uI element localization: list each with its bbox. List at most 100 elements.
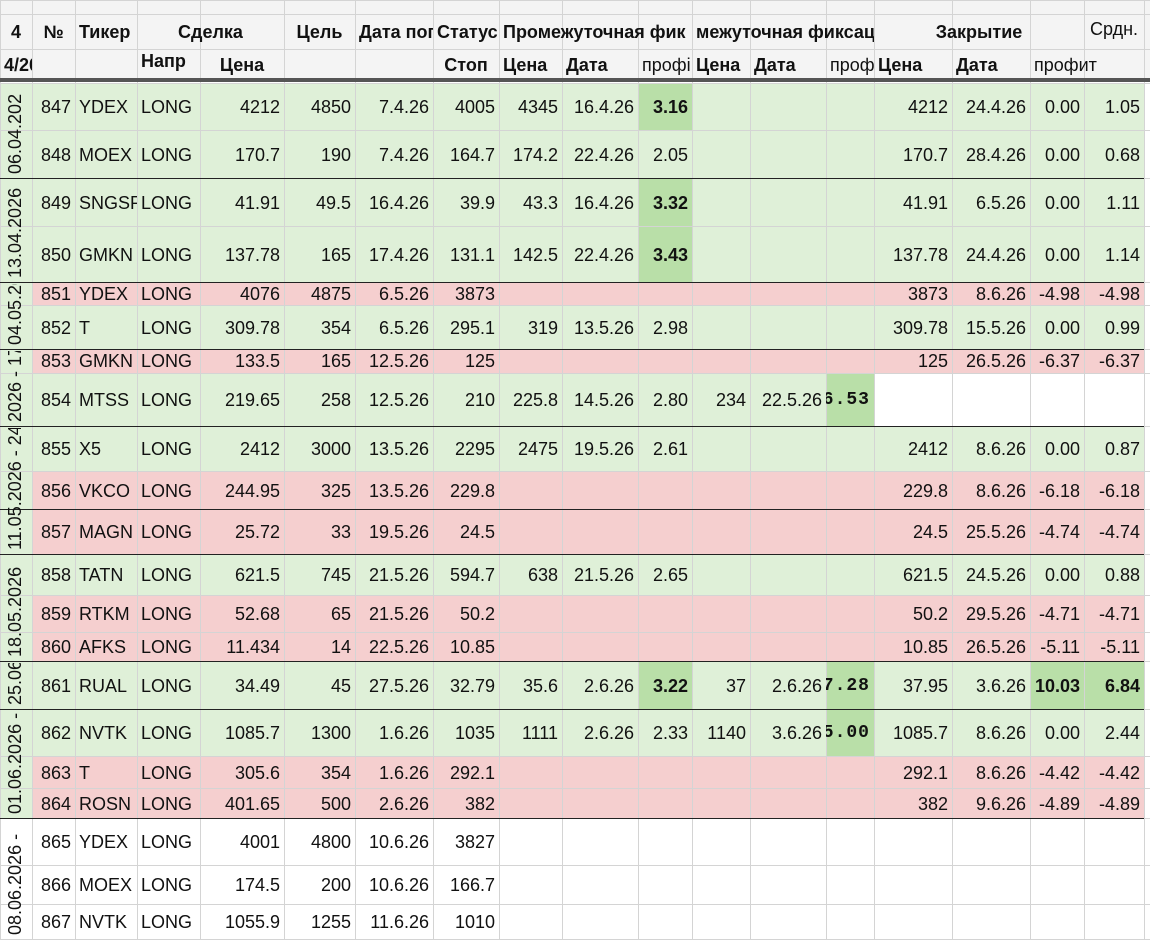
cell-i2p[interactable]: 234 xyxy=(715,390,746,410)
cell-i1d[interactable]: 16.4.26 xyxy=(573,97,634,117)
cell-i1pr[interactable]: 3.16 xyxy=(652,97,688,117)
cell-stop[interactable]: 210 xyxy=(464,390,495,410)
cell-i1p[interactable] xyxy=(499,282,562,305)
cell-date[interactable]: 19.5.26 xyxy=(368,522,429,542)
cell-i2pr[interactable]: 6.53 xyxy=(826,390,870,410)
cell-cd[interactable]: 8.6.26 xyxy=(975,763,1026,783)
cell-date[interactable]: 6.5.26 xyxy=(378,283,429,304)
cell-date[interactable]: 17.4.26 xyxy=(368,245,429,265)
cell-cd[interactable]: 15.5.26 xyxy=(965,318,1026,338)
cell-cd[interactable]: 6.5.26 xyxy=(975,193,1026,213)
cell-cpr[interactable]: -4.98 xyxy=(1038,283,1080,304)
cell-dir[interactable]: LONG xyxy=(141,390,193,410)
cell-i1d[interactable] xyxy=(562,349,638,373)
cell-i2pr[interactable] xyxy=(826,509,874,554)
cell-i1pr[interactable] xyxy=(638,509,692,554)
cell-no[interactable]: 859 xyxy=(40,604,71,624)
cell-date[interactable]: 10.6.26 xyxy=(368,832,429,852)
cell-date[interactable]: 6.5.26 xyxy=(378,318,429,338)
cell-price[interactable]: 174.5 xyxy=(234,875,280,895)
cell-i1p[interactable] xyxy=(499,865,562,904)
cell-date[interactable]: 11.6.26 xyxy=(370,912,429,932)
cell-date[interactable]: 13.5.26 xyxy=(368,481,429,501)
cell-i2pr[interactable] xyxy=(826,226,874,282)
cell-no[interactable]: 849 xyxy=(40,193,71,213)
cell-no[interactable]: 857 xyxy=(40,522,71,542)
cell-date[interactable]: 16.4.26 xyxy=(368,193,429,213)
cell-i2d[interactable] xyxy=(750,595,826,632)
cell-i2d[interactable]: 2.6.26 xyxy=(771,676,822,696)
cell-dir[interactable]: LONG xyxy=(141,794,193,814)
cell-target[interactable]: 4800 xyxy=(310,832,351,852)
cell-i1d[interactable]: 22.4.26 xyxy=(573,245,634,265)
cell-i2p[interactable] xyxy=(692,632,750,661)
cell-i2p[interactable] xyxy=(692,756,750,788)
cell-date[interactable]: 2.6.26 xyxy=(378,794,429,814)
cell-i2p[interactable] xyxy=(692,554,750,595)
cell-i2pr[interactable] xyxy=(826,83,874,130)
cell-avg[interactable]: -4.71 xyxy=(1098,604,1140,624)
cell-i2p[interactable] xyxy=(692,509,750,554)
cell-i1d[interactable]: 2.6.26 xyxy=(583,723,634,743)
cell-cpr[interactable]: 0.00 xyxy=(1044,245,1080,265)
cell-cpr[interactable]: -4.42 xyxy=(1038,763,1080,783)
cell-price[interactable]: 305.6 xyxy=(234,763,280,783)
cell-i1p[interactable]: 4345 xyxy=(517,97,558,117)
cell-dir[interactable]: LONG xyxy=(141,97,193,117)
cell-i2d[interactable] xyxy=(750,226,826,282)
cell-i2d[interactable] xyxy=(750,554,826,595)
cell-i1p[interactable]: 225.8 xyxy=(512,390,558,410)
cell-i2d[interactable] xyxy=(750,178,826,226)
cell-target[interactable]: 165 xyxy=(320,351,351,371)
cell-i2d[interactable] xyxy=(750,509,826,554)
cell-avg[interactable]: 6.84 xyxy=(1104,676,1140,696)
cell-no[interactable]: 861 xyxy=(40,676,71,696)
cell-i1d[interactable] xyxy=(562,509,638,554)
cell-i2pr[interactable] xyxy=(826,282,874,305)
cell-dir[interactable]: LONG xyxy=(141,145,193,165)
cell-avg[interactable]: 0.68 xyxy=(1104,145,1140,165)
cell-stop[interactable]: 295.1 xyxy=(449,318,495,338)
cell-avg[interactable]: -4.42 xyxy=(1098,763,1140,783)
cell-cp[interactable]: 41.91 xyxy=(902,193,948,213)
cell-dir[interactable]: LONG xyxy=(141,723,193,743)
cell-stop[interactable]: 2295 xyxy=(454,439,495,459)
cell-avg[interactable]: 0.87 xyxy=(1104,439,1140,459)
cell-i2p[interactable]: 37 xyxy=(725,676,746,696)
cell-i1d[interactable] xyxy=(562,865,638,904)
cell-cp[interactable]: 2412 xyxy=(907,439,948,459)
cell-avg[interactable] xyxy=(1084,818,1144,865)
cell-cd[interactable]: 25.5.26 xyxy=(965,522,1026,542)
cell-cpr[interactable] xyxy=(1030,904,1084,939)
cell-stop[interactable]: 382 xyxy=(464,794,495,814)
cell-cp[interactable] xyxy=(874,865,952,904)
cell-i1d[interactable] xyxy=(562,818,638,865)
cell-i2p[interactable] xyxy=(692,788,750,818)
cell-cp[interactable]: 37.95 xyxy=(902,676,948,696)
cell-no[interactable]: 851 xyxy=(40,283,71,304)
cell-date[interactable]: 1.6.26 xyxy=(378,723,429,743)
cell-dir[interactable]: LONG xyxy=(141,522,193,542)
cell-i1p[interactable]: 174.2 xyxy=(512,145,558,165)
cell-cp[interactable]: 24.5 xyxy=(912,522,948,542)
cell-target[interactable]: 1255 xyxy=(310,912,351,932)
cell-no[interactable]: 847 xyxy=(40,97,71,117)
cell-stop[interactable]: 3827 xyxy=(454,832,495,852)
cell-dir[interactable]: LONG xyxy=(141,351,193,371)
cell-cd[interactable]: 8.6.26 xyxy=(975,283,1026,304)
cell-date[interactable]: 1.6.26 xyxy=(378,763,429,783)
cell-avg[interactable]: -5.11 xyxy=(1100,636,1140,657)
cell-i1pr[interactable] xyxy=(638,818,692,865)
cell-i2p[interactable] xyxy=(692,595,750,632)
cell-i1d[interactable] xyxy=(562,471,638,509)
cell-ticker[interactable]: YDEX xyxy=(79,283,129,304)
cell-date[interactable]: 21.5.26 xyxy=(368,565,429,585)
cell-ticker[interactable]: T xyxy=(79,763,90,783)
cell-target[interactable]: 354 xyxy=(320,318,351,338)
cell-i2d[interactable] xyxy=(750,282,826,305)
cell-i1p[interactable]: 2475 xyxy=(517,439,558,459)
cell-cp[interactable]: 3873 xyxy=(907,283,948,304)
cell-avg[interactable]: 1.14 xyxy=(1104,245,1140,265)
cell-target[interactable]: 745 xyxy=(320,565,351,585)
cell-i1d[interactable]: 19.5.26 xyxy=(573,439,634,459)
